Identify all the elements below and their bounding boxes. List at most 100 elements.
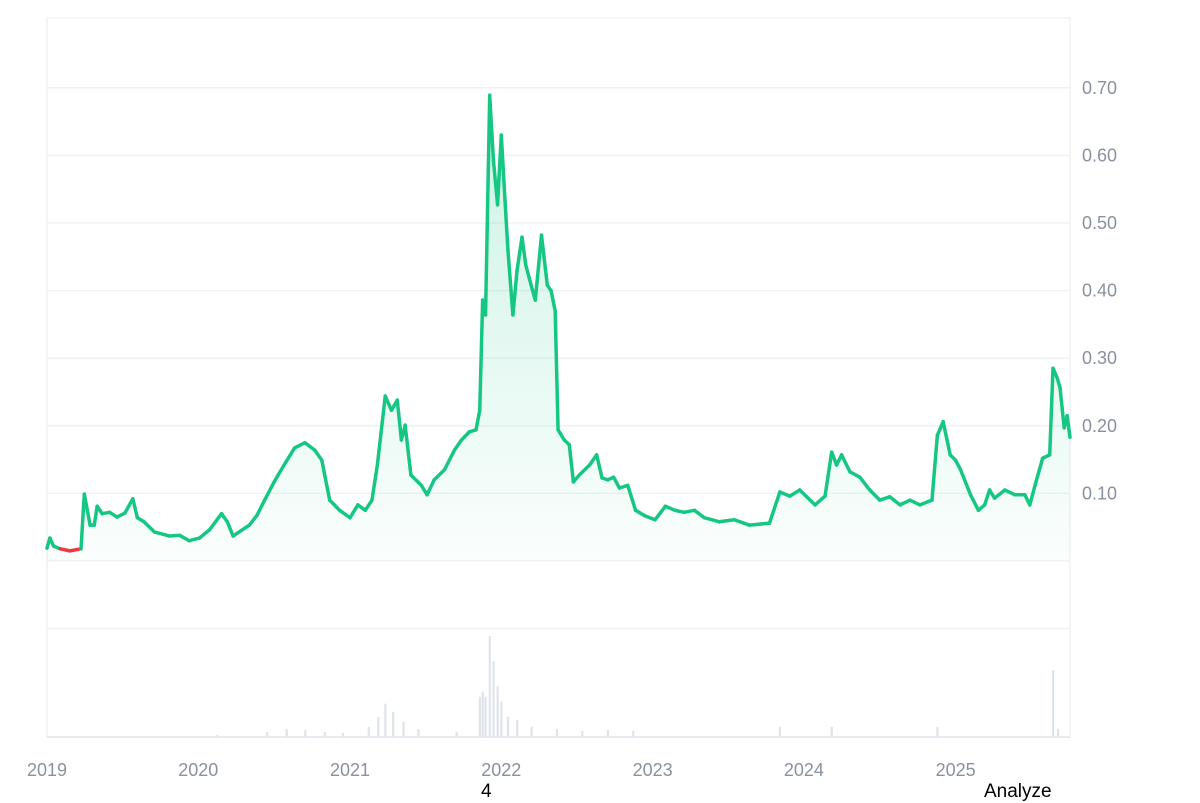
price-line-segment: [442, 448, 457, 472]
price-line-segment: [823, 450, 834, 498]
price-line-segment: [403, 423, 413, 477]
volume-bar: [367, 726, 370, 737]
volume-bar: [455, 731, 458, 737]
volume-bar: [323, 731, 326, 737]
price-line-segment: [207, 511, 224, 532]
price-line-segment: [1047, 366, 1055, 457]
volume-bar: [496, 686, 499, 737]
price-line-segment: [524, 263, 533, 287]
price-line-segment: [625, 483, 638, 513]
price-line-segment: [877, 495, 892, 502]
price-line-segment: [682, 508, 697, 515]
volume-bar: [402, 721, 405, 737]
price-line-segment: [692, 508, 707, 520]
price-line-segment: [958, 467, 973, 497]
price-line-segment: [187, 536, 202, 543]
price-line-segment: [459, 430, 472, 442]
price-line-segment: [320, 458, 332, 502]
price-line-segment: [549, 288, 557, 313]
page-number-text: 4: [481, 781, 492, 802]
price-line-segment: [848, 470, 862, 479]
price-line-segment: [82, 492, 92, 527]
price-line-segment: [1058, 386, 1066, 430]
price-line-segment: [409, 473, 424, 488]
volume-bar: [530, 726, 533, 737]
price-line-segment: [982, 488, 992, 507]
price-line-segment: [539, 233, 550, 287]
volume-bar: [830, 726, 833, 737]
price-line-segment: [327, 498, 342, 513]
price-line-segment: [747, 521, 772, 527]
volume-bar: [304, 729, 307, 737]
price-line-segment: [1028, 481, 1038, 507]
price-line-segment: [363, 498, 374, 513]
volume-bar: [341, 732, 345, 737]
price-line-segment: [1003, 488, 1017, 497]
price-line-segment: [577, 463, 592, 477]
price-line-segment: [303, 440, 317, 452]
price-line-segment: [767, 490, 782, 525]
volume-bar: [581, 730, 584, 737]
volume-bar: [555, 728, 559, 737]
volume-bar: [1052, 670, 1055, 737]
x-tick-label: 2019: [27, 760, 67, 780]
price-line-segment: [79, 492, 87, 551]
price-line-segment: [231, 523, 252, 538]
x-tick-label: 2024: [784, 760, 824, 780]
volume-bar: [215, 734, 219, 737]
price-line-segment: [533, 233, 544, 302]
y-tick-label: 0.50: [1082, 213, 1117, 233]
volume-bar: [516, 719, 519, 737]
price-line-segment: [918, 498, 934, 507]
volume-bar: [632, 730, 635, 737]
price-line-segment: [858, 475, 872, 492]
y-tick-label: 0.40: [1082, 281, 1117, 301]
price-line-segment: [839, 453, 852, 474]
volume-bar: [1056, 728, 1060, 737]
price-line-segment: [337, 508, 352, 520]
price-line-segment: [611, 475, 622, 490]
y-tick-label: 0.70: [1082, 78, 1117, 98]
price-line-segment: [511, 268, 519, 317]
price-line-segment: [717, 518, 737, 524]
price-line-segment: [702, 515, 722, 524]
price-line-segment: [68, 547, 83, 553]
price-line-segment: [383, 394, 394, 413]
price-line-segment: [425, 478, 436, 497]
volume-bar: [484, 696, 487, 737]
price-line-segment: [908, 498, 922, 507]
price-line-segment: [197, 528, 212, 540]
volume-bar: [266, 731, 269, 737]
price-line-segment: [813, 494, 827, 507]
price-line-segment: [123, 497, 135, 515]
price-line-segment: [477, 298, 485, 413]
price-line-segment: [131, 497, 140, 520]
price-area-fill: [47, 95, 1070, 562]
volume-bar: [392, 711, 395, 737]
price-line-segment: [930, 433, 940, 502]
price-line-segment: [142, 520, 157, 534]
price-line-segment: [375, 394, 387, 467]
volume-bar: [285, 728, 288, 737]
price-line-segment: [452, 438, 464, 452]
price-line-segment: [487, 93, 496, 162]
price-line-segment: [474, 408, 482, 432]
price-line-segment: [313, 448, 324, 463]
price-line-segment: [1055, 376, 1062, 390]
price-line-segment: [556, 428, 567, 442]
price-line-segment: [247, 513, 259, 527]
analyze-button[interactable]: Analyze: [984, 781, 1052, 802]
y-tick-label: 0.30: [1082, 348, 1117, 368]
price-line-segment: [941, 419, 952, 457]
price-line-segment: [953, 458, 963, 472]
price-line-segment: [255, 498, 267, 517]
price-line-segment: [262, 480, 276, 502]
volume-bar: [481, 691, 484, 737]
volume-bar: [778, 726, 782, 737]
price-line-segment: [292, 440, 307, 450]
volume-bar: [936, 726, 939, 737]
y-tick-label: 0.20: [1082, 416, 1117, 436]
x-tick-label: 2022: [481, 760, 521, 780]
price-line-segment: [732, 518, 752, 527]
